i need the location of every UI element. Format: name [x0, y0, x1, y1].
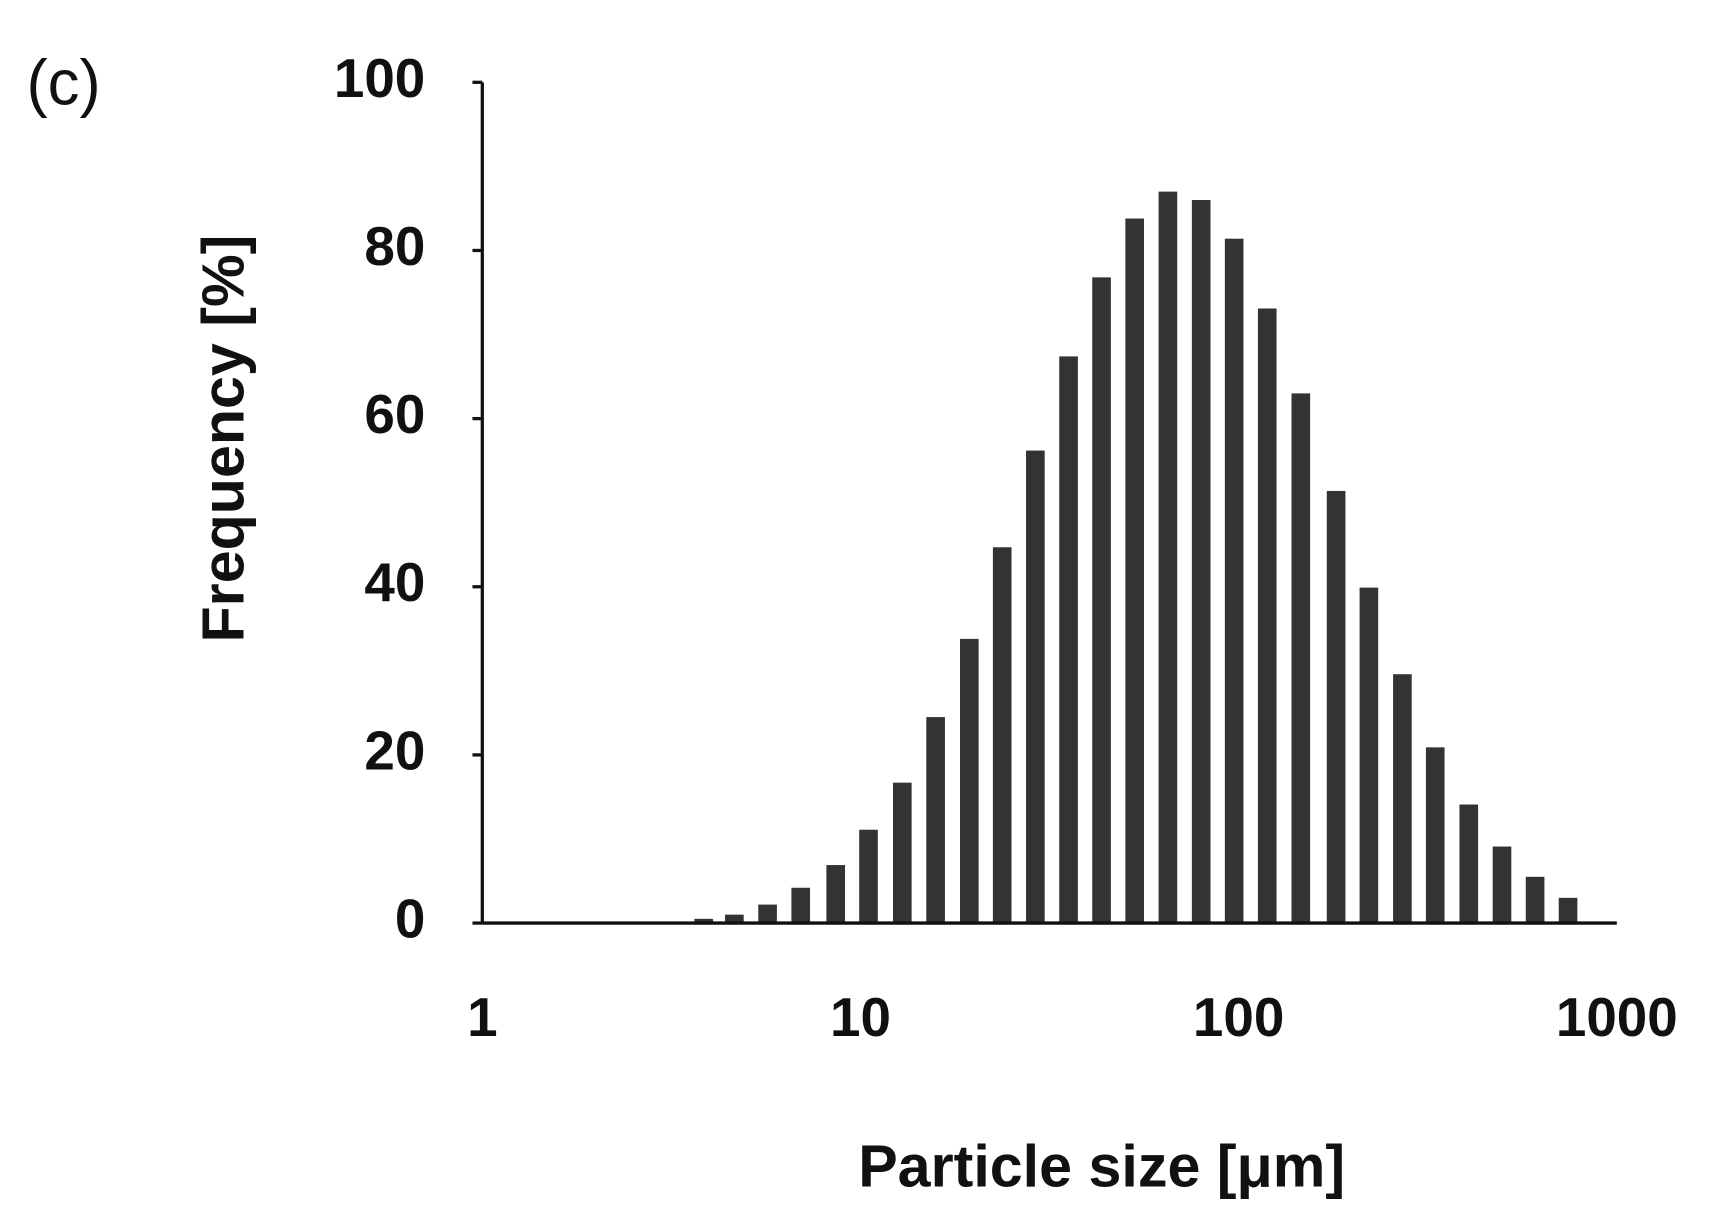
bar — [1359, 587, 1379, 924]
y-tick-label: 20 — [364, 719, 425, 781]
bar — [1492, 846, 1512, 924]
y-axis-title: Frequency [%] — [190, 235, 257, 643]
x-tick-label: 1 — [467, 986, 497, 1048]
x-tick-label: 100 — [1193, 986, 1284, 1048]
bar — [1291, 393, 1311, 924]
bar — [926, 717, 945, 924]
y-tick-label: 100 — [334, 47, 425, 109]
bar — [1059, 356, 1078, 924]
bar — [992, 547, 1012, 924]
bar — [1558, 897, 1578, 924]
bar — [892, 782, 912, 924]
bar — [1393, 674, 1412, 924]
bar — [758, 904, 777, 924]
y-tick-label: 80 — [364, 215, 425, 277]
bar — [1158, 191, 1178, 924]
y-tick-label: 0 — [395, 888, 425, 950]
bar — [1026, 450, 1045, 924]
y-tick-label: 60 — [364, 383, 425, 445]
y-tick-label: 40 — [364, 551, 425, 613]
bar — [1125, 218, 1145, 924]
x-tick-label: 1000 — [1556, 986, 1678, 1048]
bar — [1425, 747, 1445, 924]
bar — [1191, 200, 1211, 924]
bar — [1092, 277, 1111, 924]
bar — [1326, 490, 1346, 924]
bar — [791, 887, 811, 924]
bar — [1459, 804, 1479, 924]
x-tick-label: 10 — [830, 986, 891, 1048]
bar — [725, 914, 744, 924]
bar — [694, 918, 714, 924]
bar — [1525, 876, 1545, 924]
bar — [859, 829, 878, 924]
bar — [960, 638, 979, 924]
bar — [1257, 308, 1277, 924]
x-axis-title: Particle size [μm] — [858, 1132, 1345, 1199]
panel-label: (c) — [27, 48, 101, 119]
bar — [826, 865, 846, 924]
bar — [1224, 238, 1244, 924]
